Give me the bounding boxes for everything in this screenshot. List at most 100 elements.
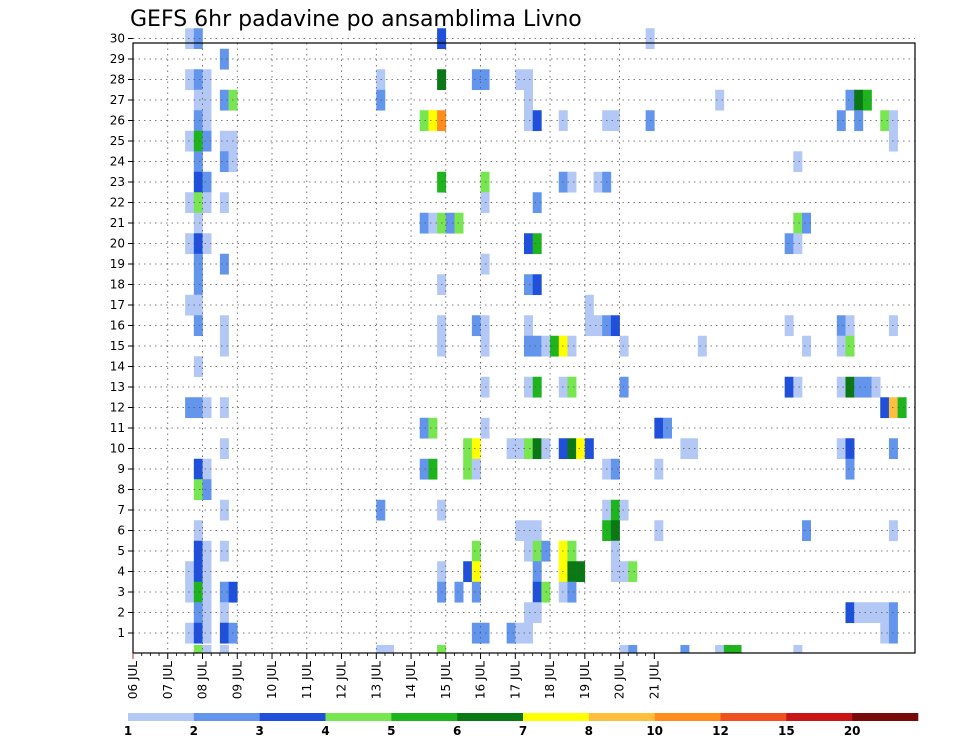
heatmap-cell [219, 335, 229, 357]
heatmap-cell [619, 335, 629, 357]
heatmap-cell [193, 233, 203, 255]
heatmap-cell [219, 622, 229, 644]
heatmap-cell [202, 622, 212, 644]
colorbar-label: 2 [190, 724, 198, 738]
heatmap-cell [193, 397, 203, 419]
heatmap-cell [193, 561, 203, 583]
heatmap-cell [524, 233, 533, 255]
y-tick-label: 27 [110, 93, 125, 107]
colorbar-swatch [193, 713, 260, 721]
heatmap-cell [845, 315, 855, 337]
heatmap-cell [793, 233, 803, 255]
heatmap-cell [845, 602, 855, 624]
heatmap-cell [463, 561, 473, 583]
heatmap-cell [532, 233, 542, 255]
heatmap-cell [185, 561, 195, 583]
heatmap-cell [202, 171, 212, 193]
heatmap-cell [219, 151, 229, 173]
colorbar-swatch [720, 713, 787, 721]
heatmap-cell [193, 253, 203, 275]
heatmap-cell [610, 458, 620, 480]
heatmap-cell [219, 192, 229, 214]
heatmap-cell [193, 69, 203, 91]
y-tick-label: 28 [110, 73, 125, 87]
heatmap-cell [897, 397, 907, 419]
heatmap-cell [185, 233, 195, 255]
y-tick-label: 29 [110, 52, 125, 66]
heatmap-cell [471, 540, 481, 562]
colorbar-label: 15 [778, 724, 795, 738]
x-tick-label: 06 JUL [126, 661, 140, 699]
y-tick-label: 11 [110, 421, 125, 435]
y-tick-label: 14 [110, 360, 125, 374]
heatmap-cell [419, 110, 429, 132]
x-tick-label: 07 JUL [161, 661, 175, 699]
x-tick-label: 12 JUL [335, 661, 349, 699]
y-tick-label: 20 [110, 237, 125, 251]
heatmap-cell [419, 212, 429, 234]
heatmap-cell [610, 540, 620, 562]
heatmap-cell [845, 458, 855, 480]
heatmap-cell [202, 561, 212, 583]
heatmap-cell [471, 315, 481, 337]
heatmap-cell [506, 438, 516, 460]
heatmap-cell [524, 335, 533, 357]
heatmap-cell [532, 192, 542, 214]
heatmap-cell [628, 561, 638, 583]
heatmap-cell [428, 110, 438, 132]
heatmap-cell [419, 417, 429, 439]
heatmap-cell [567, 540, 577, 562]
heatmap-cell [619, 376, 629, 398]
grid-lines [133, 38, 915, 653]
heatmap-cell [784, 315, 794, 337]
heatmap-cell [532, 376, 542, 398]
x-tick-label: 11 JUL [300, 661, 314, 699]
heatmap-cell [854, 602, 864, 624]
y-tick-label: 16 [110, 319, 125, 333]
heatmap-cell [219, 438, 229, 460]
heatmap-cell [723, 645, 733, 654]
colorbar-legend: 1 2 3 4 5 6 7 8 10 12 15 20 [124, 713, 919, 738]
heatmap-cell [567, 376, 577, 398]
heatmap-cell [376, 645, 386, 654]
heatmap-cell [593, 171, 603, 193]
colorbar-swatch [457, 713, 524, 721]
heatmap-cell [576, 438, 586, 460]
heatmap-cell [193, 294, 203, 316]
heatmap-cell [793, 151, 803, 173]
heatmap-cell [524, 274, 533, 296]
x-tick-label: 09 JUL [230, 661, 244, 699]
x-tick-label: 16 JUL [474, 661, 488, 699]
heatmap-cell [532, 561, 542, 583]
heatmap-cell [836, 376, 846, 398]
heatmap-cell [202, 89, 212, 111]
y-tick-label: 1 [117, 626, 125, 640]
x-tick-label: 21 JUL [647, 661, 661, 699]
heatmap-cell [219, 581, 229, 603]
colorbar-label: 8 [585, 724, 593, 738]
heatmap-cell [419, 458, 429, 480]
y-tick-label: 5 [117, 544, 125, 558]
heatmap-cell [593, 315, 603, 337]
heatmap-cell [463, 458, 473, 480]
heatmap-cell [567, 561, 577, 583]
heatmap-cell [732, 645, 742, 654]
heatmap-cell [219, 540, 229, 562]
heatmap-cell [202, 458, 212, 480]
colorbar-swatch [259, 713, 326, 721]
heatmap-cell [610, 315, 620, 337]
heatmap-cell [515, 520, 525, 542]
y-tick-label: 24 [110, 155, 125, 169]
x-tick-label: 19 JUL [578, 661, 592, 699]
heatmap-cell [202, 192, 212, 214]
y-tick-label: 2 [117, 606, 125, 620]
heatmap-cell [193, 212, 203, 234]
heatmap-cell [202, 69, 212, 91]
y-tick-label: 25 [110, 134, 125, 148]
heatmap-cell [193, 110, 203, 132]
colorbar-swatch [852, 713, 919, 721]
heatmap-cell [384, 645, 394, 654]
colorbar-label: 10 [646, 724, 663, 738]
heatmap-cell [532, 520, 542, 542]
heatmap-cell [193, 151, 203, 173]
